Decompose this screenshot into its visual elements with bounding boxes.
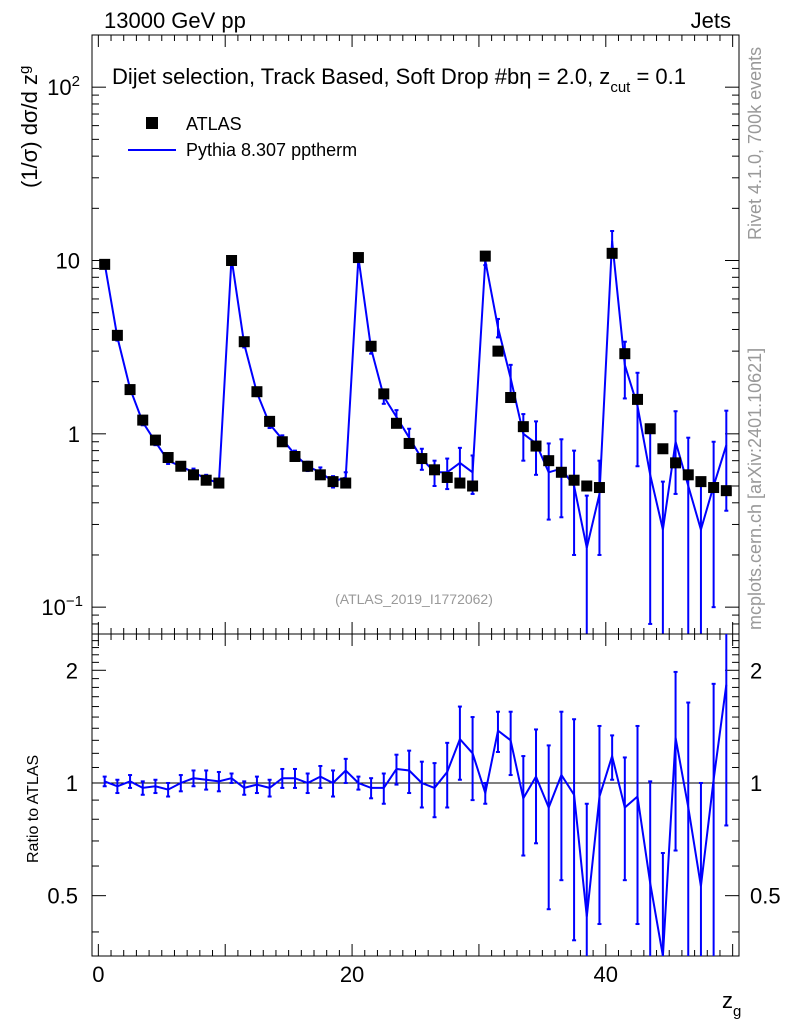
atlas-data-point: [264, 415, 276, 427]
atlas-data-point: [352, 252, 364, 264]
atlas-data-point: [454, 477, 466, 489]
ratio-y-tick-label: 0.5: [47, 884, 78, 909]
atlas-data-point: [238, 336, 250, 348]
atlas-data-point: [632, 393, 644, 405]
x-tick-label: 20: [340, 962, 364, 987]
atlas-data-point: [708, 482, 720, 494]
ratio-y-tick-labels-left: 0.5 1 2: [47, 658, 78, 908]
mcplots-label: mcplots.cern.ch [arXiv:2401.10621]: [745, 348, 765, 630]
atlas-data-point: [695, 476, 707, 488]
atlas-data-point: [327, 476, 339, 488]
analysis-watermark: (ATLAS_2019_I1772062): [335, 591, 493, 607]
atlas-data-point: [149, 434, 161, 446]
atlas-data-point: [200, 474, 212, 486]
main-axis-ticks: [92, 34, 739, 635]
atlas-data-point: [568, 474, 580, 486]
atlas-data-point: [581, 480, 593, 492]
ratio-error-bars: [102, 634, 729, 956]
main-y-axis-label: (1/σ) dσ/d zg: [16, 66, 42, 188]
atlas-data-point: [492, 345, 504, 357]
atlas-data-point: [467, 480, 479, 492]
atlas-data-point: [213, 477, 225, 489]
atlas-data-point: [555, 466, 567, 478]
ratio-y-tick-label-right: 0.5: [750, 884, 781, 909]
legend-atlas-marker: [146, 117, 158, 129]
header-left: 13000 GeV pp: [104, 8, 246, 33]
ratio-axis-ticks: [92, 634, 739, 956]
atlas-data-point: [619, 348, 631, 360]
atlas-data-points: [99, 247, 732, 497]
ratio-frame: [91, 633, 740, 957]
atlas-data-point: [175, 460, 187, 472]
ratio-y-axis-label: Ratio to ATLAS: [25, 755, 42, 863]
atlas-data-point: [593, 482, 605, 494]
x-tick-labels: 0 20 40: [92, 962, 618, 987]
atlas-data-point: [670, 457, 682, 469]
rivet-label: Rivet 4.1.0, 700k events: [745, 47, 765, 240]
atlas-data-point: [479, 250, 491, 262]
main-y-tick-label: 1: [68, 422, 80, 447]
atlas-data-point: [543, 455, 555, 467]
atlas-data-point: [124, 384, 136, 396]
atlas-data-point: [99, 258, 111, 270]
atlas-data-point: [226, 255, 238, 267]
main-y-tick-label: 10−1: [41, 593, 83, 620]
main-y-tick-label: 102: [47, 73, 80, 100]
ratio-panel: 0.5 1 2 0.5 1 2 0 20 40 Ratio to ATLAS zg: [25, 633, 781, 1020]
atlas-data-point: [720, 485, 732, 497]
atlas-data-point: [505, 392, 517, 404]
ratio-series-line: [104, 684, 728, 957]
atlas-data-point: [606, 247, 618, 259]
atlas-data-point: [187, 469, 199, 481]
ratio-y-tick-label-right: 1: [750, 771, 762, 796]
legend-mc-label: Pythia 8.307 pptherm: [186, 140, 357, 160]
ratio-y-tick-label: 2: [66, 658, 78, 683]
legend-atlas-label: ATLAS: [186, 114, 242, 134]
atlas-data-point: [644, 423, 656, 435]
atlas-data-point: [251, 386, 263, 398]
atlas-data-point: [137, 414, 149, 426]
main-panel: 10−1 1 10 102 Dijet selection, Track Based,…: [16, 34, 740, 635]
x-tick-label: 0: [92, 962, 104, 987]
ratio-y-tick-label: 1: [66, 771, 78, 796]
atlas-data-point: [302, 460, 314, 472]
atlas-data-point: [403, 437, 415, 449]
atlas-data-point: [276, 436, 288, 448]
atlas-data-point: [289, 450, 301, 462]
main-y-tick-labels: 10−1 1 10 102: [41, 73, 83, 620]
atlas-data-point: [314, 469, 326, 481]
atlas-data-point: [378, 388, 390, 400]
chart-title: Dijet selection, Track Based, Soft Drop …: [112, 64, 686, 96]
atlas-data-point: [416, 453, 428, 465]
x-tick-label: 40: [594, 962, 618, 987]
atlas-data-point: [429, 464, 441, 476]
ratio-y-tick-label-right: 2: [750, 658, 762, 683]
atlas-data-point: [441, 471, 453, 483]
main-y-tick-label: 10: [56, 249, 80, 274]
atlas-data-point: [657, 443, 669, 455]
atlas-data-point: [530, 440, 542, 452]
atlas-data-point: [390, 417, 402, 429]
ratio-y-tick-labels-right: 0.5 1 2: [750, 658, 781, 908]
x-axis-label: zg: [722, 988, 741, 1020]
atlas-data-point: [517, 421, 529, 433]
atlas-data-point: [162, 452, 174, 464]
atlas-data-point: [111, 329, 123, 341]
atlas-data-point: [365, 340, 377, 352]
header-right: Jets: [691, 8, 731, 33]
atlas-data-point: [682, 469, 694, 481]
mc-error-bars: [102, 229, 729, 634]
atlas-data-point: [340, 477, 352, 489]
